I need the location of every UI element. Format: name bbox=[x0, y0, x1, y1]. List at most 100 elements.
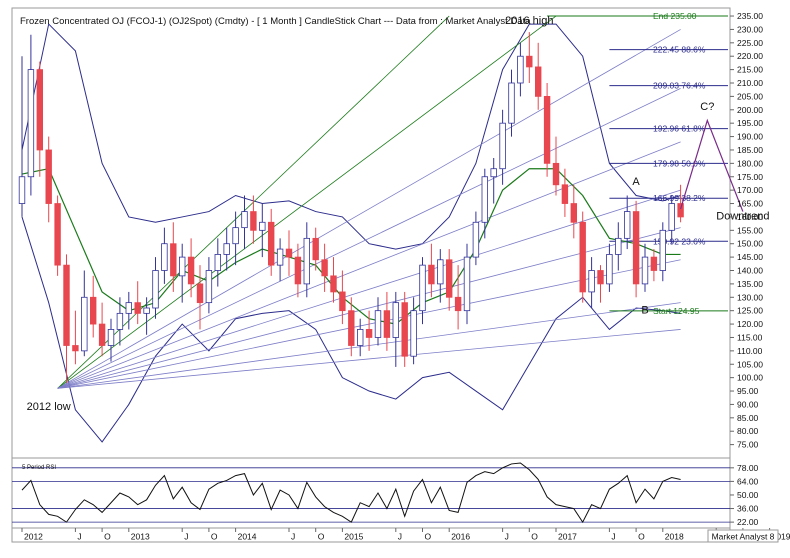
time-tick-label: O bbox=[638, 532, 645, 542]
candle-down bbox=[90, 296, 97, 325]
price-tick-label: 205.00 bbox=[737, 91, 763, 101]
fib-level-label: 209.03 76.4% bbox=[653, 81, 706, 91]
price-tick-label: 165.00 bbox=[737, 199, 763, 209]
price-tick-label: 190.00 bbox=[737, 132, 763, 142]
candle-down bbox=[36, 69, 43, 151]
rsi-tick-label: 36.00 bbox=[737, 504, 759, 514]
candle-up bbox=[18, 176, 26, 204]
chart-annotation: Downtrend bbox=[716, 211, 769, 223]
gann-fan-line bbox=[57, 15, 557, 389]
gann-fan-line bbox=[57, 87, 681, 389]
candle-up bbox=[356, 329, 364, 346]
candle-down bbox=[677, 203, 684, 218]
chart-annotation: 2016 high bbox=[505, 15, 553, 27]
candle-down bbox=[579, 221, 586, 293]
candle-down bbox=[535, 66, 542, 97]
price-tick-label: 125.00 bbox=[737, 306, 763, 316]
price-tick-label: 230.00 bbox=[737, 24, 763, 34]
price-tick-label: 95.00 bbox=[737, 386, 759, 396]
rsi-tick-label: 22.00 bbox=[737, 517, 759, 527]
rsi-title: 5 Period RSI bbox=[22, 465, 56, 471]
time-tick-label: 2017 bbox=[558, 532, 577, 542]
candle-up bbox=[508, 82, 515, 124]
candle-up bbox=[223, 243, 230, 255]
rsi-tick-label: 50.00 bbox=[737, 490, 759, 500]
price-tick-label: 130.00 bbox=[737, 292, 763, 302]
candle-down bbox=[339, 291, 346, 312]
brand-box bbox=[707, 529, 779, 543]
candle-up bbox=[499, 122, 506, 170]
price-tick-label: 235.00 bbox=[737, 11, 763, 21]
candle-up bbox=[143, 307, 150, 314]
price-tick-label: 200.00 bbox=[737, 105, 763, 115]
candle-down bbox=[45, 149, 52, 204]
candle-up bbox=[161, 243, 168, 271]
time-tick-label: 2016 bbox=[451, 532, 470, 542]
envelope-band-group bbox=[21, 23, 681, 443]
rsi-group: 22.00 36.00 50.00 64.00 78.00 bbox=[12, 462, 759, 527]
moving-average-group bbox=[21, 168, 681, 325]
candle-up bbox=[81, 296, 88, 352]
fib-level-label: 179.98 50.0% bbox=[653, 158, 706, 168]
candle-up bbox=[668, 203, 675, 231]
fib-level-label: End 235.00 bbox=[653, 11, 697, 21]
price-tick-label: 210.00 bbox=[737, 78, 763, 88]
fib-level-label: Start 124.95 bbox=[653, 306, 700, 316]
candle-down bbox=[570, 203, 577, 223]
fib-level-label: 192.96 61.8% bbox=[653, 124, 706, 134]
candle-down bbox=[187, 256, 195, 285]
fib-level-label: 222.45 88.6% bbox=[653, 45, 706, 55]
time-tick-label: 2012 bbox=[24, 532, 43, 542]
candle-up bbox=[241, 211, 248, 229]
candle-down bbox=[543, 95, 551, 164]
candle-down bbox=[285, 248, 293, 258]
time-tick-label: J bbox=[291, 532, 295, 542]
price-tick-label: 120.00 bbox=[737, 319, 763, 329]
time-axis bbox=[11, 527, 731, 543]
time-tick-label: J bbox=[77, 532, 81, 542]
price-tick-label: 175.00 bbox=[737, 172, 763, 182]
candle-up bbox=[178, 256, 186, 277]
time-tick-label: O bbox=[318, 532, 325, 542]
rsi-tick-label: 64.00 bbox=[737, 476, 759, 486]
chart-annotation: B bbox=[641, 304, 648, 316]
candle-down bbox=[526, 55, 533, 68]
candle-down bbox=[72, 345, 79, 352]
candle-down bbox=[428, 264, 435, 285]
price-tick-label: 140.00 bbox=[737, 266, 763, 276]
price-tick-label: 225.00 bbox=[737, 38, 763, 48]
fibonacci-levels-group: End 235.00 222.45 88.6% 209.03 76.4% 192.96… bbox=[547, 11, 728, 316]
forecast-path-line bbox=[680, 118, 744, 212]
brand-label: Market Analyst 8 bbox=[712, 532, 775, 542]
candle-down bbox=[650, 256, 658, 271]
candle-up bbox=[214, 254, 221, 271]
candle-down bbox=[365, 329, 373, 338]
candle-up bbox=[232, 227, 239, 245]
price-tick-label: 185.00 bbox=[737, 145, 763, 155]
rsi-line bbox=[21, 462, 681, 524]
rsi-tick-label: 78.00 bbox=[737, 463, 759, 473]
price-tick-label: 195.00 bbox=[737, 118, 763, 128]
gann-fan-line bbox=[57, 329, 681, 389]
time-tick-label: 2014 bbox=[238, 532, 257, 542]
price-tick-label: 220.00 bbox=[737, 51, 763, 61]
price-tick-label: 150.00 bbox=[737, 239, 763, 249]
candle-down bbox=[321, 259, 328, 277]
price-axis-ticks: 75.00 80.00 85.00 90.00 95.00 100.00 105.00 110… bbox=[730, 11, 763, 450]
candle-down bbox=[98, 323, 106, 346]
candle-up bbox=[125, 302, 132, 314]
time-tick-label: O bbox=[104, 532, 111, 542]
time-tick-label: J bbox=[398, 532, 402, 542]
fib-level-label: 150.92 23.6% bbox=[653, 236, 706, 246]
price-tick-label: 160.00 bbox=[737, 212, 763, 222]
candles-group bbox=[18, 32, 684, 383]
candle-up bbox=[437, 259, 444, 285]
price-tick-label: 110.00 bbox=[737, 346, 763, 356]
moving-average-line bbox=[21, 168, 681, 325]
candle-down bbox=[632, 211, 640, 285]
fib-level-label: 166.99 38.2% bbox=[653, 193, 706, 203]
gann-fan-line bbox=[57, 227, 681, 389]
candle-down bbox=[294, 256, 302, 285]
candle-down bbox=[401, 302, 408, 357]
price-tick-label: 180.00 bbox=[737, 158, 763, 168]
